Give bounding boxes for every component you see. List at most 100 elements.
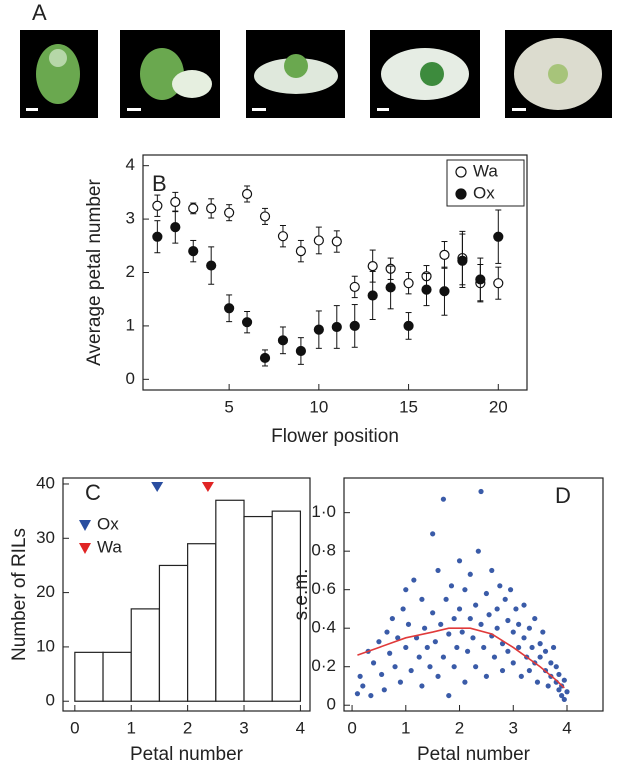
y-tick-label: 0·6 <box>311 579 336 598</box>
point <box>467 571 473 577</box>
point <box>464 648 471 654</box>
point <box>481 644 487 651</box>
point <box>559 692 565 699</box>
x-tick-label: 10 <box>309 397 328 416</box>
point <box>456 606 463 612</box>
point <box>446 692 452 699</box>
y-tick-label: 10 <box>36 636 55 655</box>
point <box>439 286 450 297</box>
point <box>526 667 532 674</box>
point <box>152 200 163 211</box>
point <box>443 596 449 602</box>
bar <box>158 564 189 702</box>
point <box>440 496 447 502</box>
point <box>349 281 360 293</box>
point <box>534 679 541 685</box>
x-tick-label: 1 <box>401 718 410 737</box>
point <box>438 621 444 627</box>
point <box>430 531 436 537</box>
y-tick-label: 4 <box>126 155 135 174</box>
x-tick-label: 1 <box>127 718 136 737</box>
point <box>510 629 516 635</box>
y-axis-label: s.e.m. <box>291 569 312 621</box>
x-tick-label: 3 <box>509 718 518 737</box>
x-tick-label: 2 <box>183 718 192 737</box>
point <box>510 660 516 666</box>
point <box>435 673 441 679</box>
y-tick-label: 2 <box>126 262 135 281</box>
plot-frame <box>62 477 311 712</box>
panel-label: B <box>152 171 167 196</box>
point <box>439 249 450 260</box>
point <box>224 303 235 314</box>
point <box>419 683 425 689</box>
point <box>483 590 489 597</box>
point <box>368 692 374 699</box>
y-tick-label: 0 <box>46 691 55 710</box>
point <box>521 602 527 608</box>
point <box>397 679 404 685</box>
y-tick-label: 0·8 <box>311 541 336 560</box>
legend-label: Wa <box>97 537 122 556</box>
point <box>494 625 500 631</box>
bar <box>243 515 273 702</box>
panel-label: D <box>555 483 571 508</box>
point <box>497 583 503 589</box>
point <box>454 644 460 651</box>
point <box>556 687 562 693</box>
point <box>430 610 436 616</box>
y-axis-label: Number of RILs <box>9 528 30 661</box>
point <box>349 320 360 332</box>
point <box>494 606 500 612</box>
point <box>529 644 535 651</box>
point <box>505 648 511 654</box>
point <box>489 567 495 574</box>
x-tick-label: 4 <box>562 718 571 737</box>
point <box>403 587 409 593</box>
point <box>387 650 393 656</box>
trend-line <box>357 627 565 689</box>
point <box>403 320 414 332</box>
y-tick-label: 3 <box>126 209 135 228</box>
point <box>400 606 406 612</box>
y-tick-label: 1 <box>126 315 135 334</box>
legend-label: Ox <box>97 514 119 533</box>
bar <box>215 499 245 702</box>
panel-label: A <box>32 0 47 25</box>
legend-label: Ox <box>473 183 495 202</box>
legend-marker <box>79 520 91 531</box>
x-tick-label: 0 <box>70 718 79 737</box>
point <box>259 211 271 222</box>
point <box>424 644 430 651</box>
point <box>540 629 546 635</box>
point <box>405 621 412 627</box>
x-tick-label: 0 <box>347 718 356 737</box>
point <box>241 317 253 328</box>
x-tick-label: 3 <box>239 718 248 737</box>
point <box>545 683 551 689</box>
point <box>224 207 235 218</box>
point <box>542 648 549 654</box>
point <box>370 660 377 666</box>
point <box>367 290 378 301</box>
point <box>432 639 438 645</box>
point <box>537 641 543 647</box>
point <box>516 644 522 651</box>
y-tick-label: 40 <box>36 473 55 492</box>
point <box>462 587 468 593</box>
point <box>313 235 324 246</box>
point <box>456 558 463 564</box>
point <box>526 625 532 631</box>
point <box>493 231 504 242</box>
point <box>395 635 401 641</box>
point <box>384 629 390 635</box>
point <box>277 231 289 242</box>
point <box>521 635 527 641</box>
point <box>188 203 199 214</box>
bar <box>130 608 161 702</box>
point <box>392 664 398 670</box>
point <box>451 615 457 622</box>
point <box>478 488 484 495</box>
point <box>475 548 481 554</box>
